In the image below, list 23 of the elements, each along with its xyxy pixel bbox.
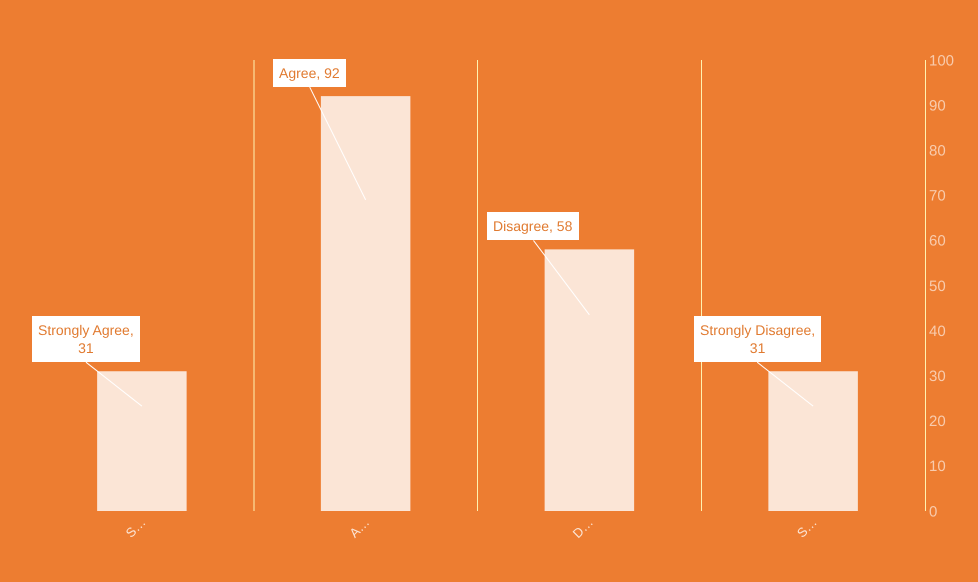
y-tick-label: 20 — [929, 413, 946, 430]
y-tick-label: 50 — [929, 278, 946, 295]
y-tick-label: 40 — [929, 322, 946, 340]
bar — [768, 371, 858, 511]
data-label: Disagree, 58 — [493, 218, 573, 234]
bar — [320, 96, 410, 511]
y-tick-label: 90 — [929, 97, 946, 114]
x-tick-label: D… — [570, 514, 596, 542]
x-tick-label: S… — [122, 514, 149, 541]
y-tick-label: 70 — [929, 188, 946, 205]
x-tick-label: A… — [346, 514, 372, 541]
bar — [97, 371, 187, 511]
y-tick-label: 100 — [929, 52, 954, 70]
y-tick-label: 10 — [929, 458, 946, 476]
data-label: Agree, 92 — [279, 65, 340, 81]
y-tick-label: 30 — [929, 368, 946, 385]
y-tick-label: 80 — [929, 142, 946, 160]
x-tick-label: S… — [794, 514, 820, 541]
data-label: Strongly Disagree, 31 — [700, 322, 816, 356]
y-tick-label: 0 — [929, 503, 938, 520]
data-label: Strongly Agree, 31 — [38, 322, 134, 356]
bar — [544, 249, 634, 511]
y-tick-label: 60 — [929, 232, 946, 250]
